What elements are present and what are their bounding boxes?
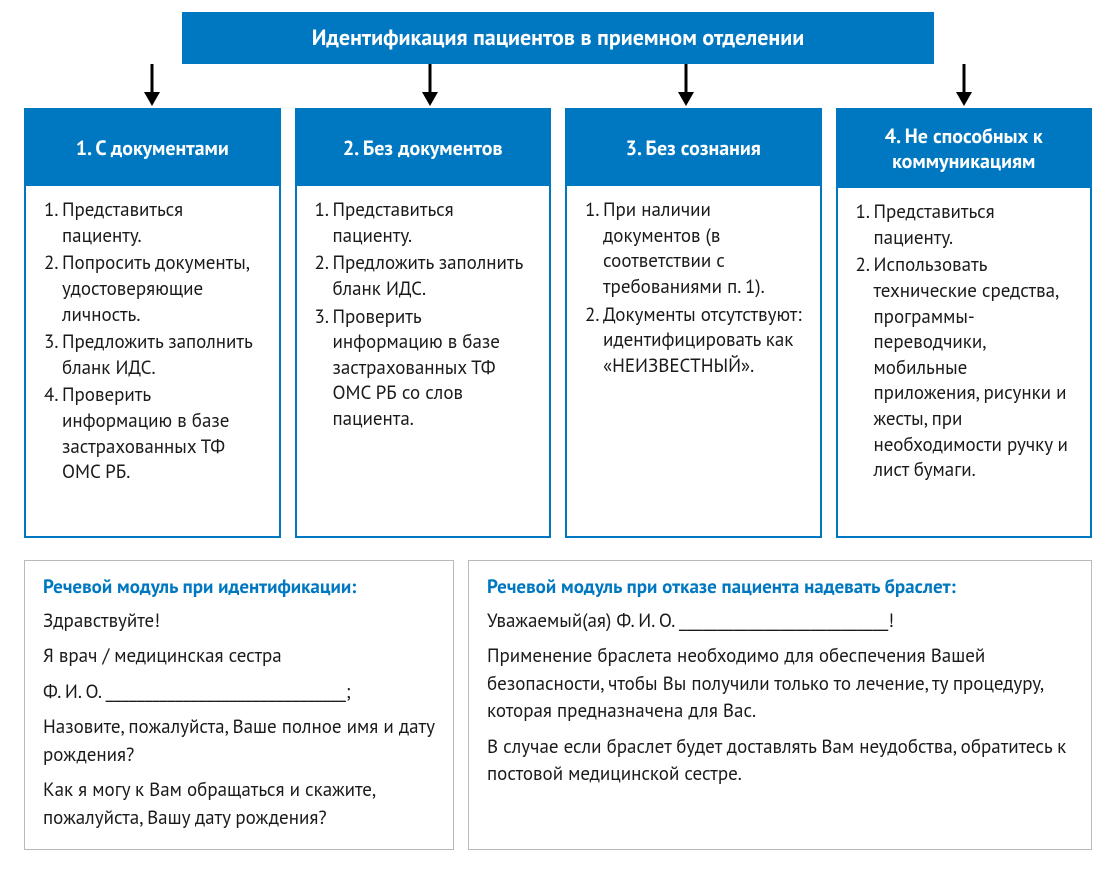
column-step: Проверить информацию в базе застрахованн…	[62, 383, 265, 486]
column-header: 3. Без сознания	[567, 110, 820, 186]
arrow-row	[24, 64, 1092, 108]
category-column: 3. Без сознания При наличии документов (в…	[565, 108, 822, 538]
column-body: Представиться пациенту.Предложить заполн…	[297, 186, 550, 449]
column-step: Представиться пациенту.	[62, 198, 265, 249]
speech-module-identification: Речевой модуль при идентификации: Здравс…	[24, 560, 454, 850]
speech-line: Применение браслета необходимо для обесп…	[487, 643, 1073, 726]
column-header: 1. С документами	[26, 110, 279, 186]
speech-row: Речевой модуль при идентификации: Здравс…	[24, 560, 1092, 850]
column-step: Использовать технические средства, прогр…	[874, 253, 1077, 484]
column-header: 4. Не способных к коммуникациям	[838, 110, 1091, 188]
speech-title-right: Речевой модуль при отказе пациента надев…	[487, 575, 1073, 600]
arrow-down-icon	[676, 64, 696, 108]
diagram-title: Идентификация пациентов в приемном отдел…	[182, 12, 934, 64]
arrow-down-icon	[954, 64, 974, 108]
column-header: 2. Без документов	[297, 110, 550, 186]
column-step: При наличии документов (в соответствии с…	[603, 198, 806, 301]
speech-module-refusal: Речевой модуль при отказе пациента надев…	[468, 560, 1092, 850]
speech-title-left: Речевой модуль при идентификации:	[43, 575, 435, 600]
column-step: Представиться пациенту.	[874, 200, 1077, 251]
speech-line: Назовите, пожалуйста, Ваше полное имя и …	[43, 714, 435, 769]
category-column: 2. Без документовПредставиться пациенту.…	[295, 108, 552, 538]
speech-line: Здравствуйте!	[43, 608, 435, 636]
columns-container: 1. С документамиПредставиться пациенту.П…	[24, 108, 1092, 538]
column-step: Попросить документы, удостоверяющие личн…	[62, 251, 265, 328]
column-step: Предложить заполнить бланк ИДС.	[62, 330, 265, 381]
column-step: Представиться пациенту.	[333, 198, 536, 249]
arrow-down-icon	[420, 64, 440, 108]
speech-line: Как я могу к Вам обращаться и скажите, п…	[43, 777, 435, 832]
column-body: Представиться пациенту.Попросить докумен…	[26, 186, 279, 502]
speech-line: Ф. И. О. _______________________________…	[43, 679, 435, 707]
column-body: При наличии документов (в соответствии с…	[567, 186, 820, 395]
category-column: 4. Не способных к коммуникациямПредстави…	[836, 108, 1093, 538]
speech-line: Я врач / медицинская сестра	[43, 643, 435, 671]
speech-line: В случае если браслет будет доставлять В…	[487, 734, 1073, 789]
speech-line: Уважаемый(ая) Ф. И. О. _________________…	[487, 608, 1073, 636]
column-body: Представиться пациенту.Использовать техн…	[838, 188, 1091, 500]
arrow-down-icon	[142, 64, 162, 108]
column-step: Проверить информацию в базе застрахованн…	[333, 305, 536, 433]
column-step: Предложить заполнить бланк ИДС.	[333, 251, 536, 302]
category-column: 1. С документамиПредставиться пациенту.П…	[24, 108, 281, 538]
column-step: Документы отсутствуют: идентифицировать …	[603, 303, 806, 380]
